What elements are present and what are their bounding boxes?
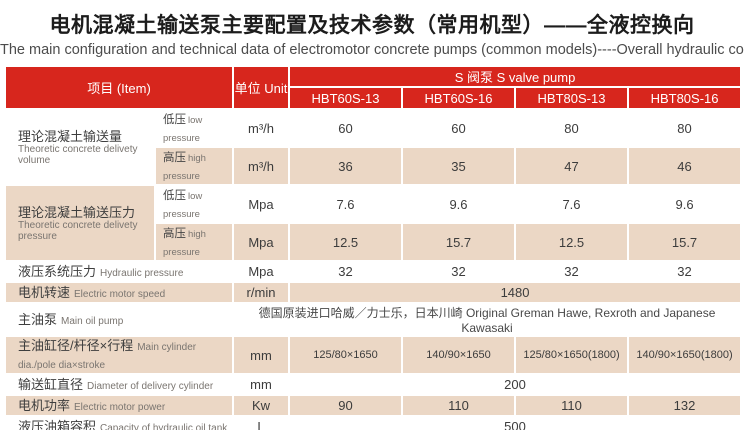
unit-cell: Mpa xyxy=(232,184,290,224)
item-cell-hydraulic-pressure: 液压系统压力 Hydraulic pressure xyxy=(4,260,234,283)
header-model-hbt80s-16: HBT80S-16 xyxy=(626,86,743,110)
value-cell: 7.6 xyxy=(514,184,629,224)
value-cell: 32 xyxy=(514,260,629,283)
value-cell: 140/90×1650(1800) xyxy=(626,335,743,375)
unit-cell: L xyxy=(232,415,290,430)
value-cell-merged: 500 xyxy=(287,415,743,430)
sub-cell-low-pressure: 低压 low pressure xyxy=(154,184,234,224)
header-model-hbt60s-16: HBT60S-16 xyxy=(401,86,516,110)
table-row: 液压系统压力 Hydraulic pressure Mpa 32 32 32 32 xyxy=(4,260,743,283)
item-cell-main-oil-pump: 主油泵 Main oil pump xyxy=(4,302,234,337)
sub-cell-high-pressure: 高压 high pressure xyxy=(154,222,234,262)
value-cell: 7.6 xyxy=(288,184,403,224)
table-row: 高压 high pressure Mpa 12.5 15.7 12.5 15.7 xyxy=(5,222,743,262)
value-cell: 32 xyxy=(626,260,743,283)
value-cell: 80 xyxy=(626,108,743,148)
unit-cell: mm xyxy=(232,335,290,375)
item-cell-main-cylinder: 主油缸径/杆径×行程 Main cylinder dia./pole dia×st… xyxy=(4,335,234,375)
unit-cell: r/min xyxy=(232,281,290,304)
value-cell: 32 xyxy=(401,260,516,283)
unit-cell: Mpa xyxy=(232,260,290,283)
value-cell: 12.5 xyxy=(288,222,403,262)
value-cell: 60 xyxy=(401,108,516,148)
value-cell: 125/80×1650(1800) xyxy=(514,335,629,375)
table-row: 电机功率 Electric motor power Kw 90 110 110 1… xyxy=(4,394,743,417)
unit-cell: Mpa xyxy=(232,222,290,262)
page-subtitle: The main configuration and technical dat… xyxy=(0,42,744,58)
table-row: 液压油箱容积 Capacity of hydraulic oil tank L 5… xyxy=(4,415,743,430)
value-cell: 9.6 xyxy=(626,184,743,224)
header-item: 项目 (Item) xyxy=(4,65,234,110)
value-cell: 36 xyxy=(288,146,403,186)
table-row: 电机转速 Electric motor speed r/min 1480 xyxy=(4,281,743,304)
value-cell-merged: 德国原装进口哈威／力士乐，日本川崎 Original Greman Hawe, … xyxy=(231,302,743,337)
value-cell: 9.6 xyxy=(401,184,516,224)
page-title: 电机混凝土输送泵主要配置及技术参数（常用机型）——全液控换向 xyxy=(49,14,695,37)
value-cell: 15.7 xyxy=(626,222,743,262)
unit-cell: m³/h xyxy=(232,108,290,148)
table-row: 理论混凝土输送压力 Theoretic concrete delivety pr… xyxy=(4,184,743,262)
sub-cell-high-pressure: 高压 high pressure xyxy=(154,146,234,186)
value-cell: 46 xyxy=(626,146,743,186)
value-cell: 47 xyxy=(514,146,629,186)
table-row: 理论混凝土输送量 Theoretic concrete delivety vol… xyxy=(4,108,743,186)
header-model-hbt60s-13: HBT60S-13 xyxy=(288,86,403,110)
spec-table: 项目 (Item) 单位 Unit S 阀泵 S valve pump HBT6… xyxy=(4,65,743,430)
value-cell: 110 xyxy=(401,394,516,417)
value-cell-merged: 1480 xyxy=(287,281,743,304)
table-row: 主油缸径/杆径×行程 Main cylinder dia./pole dia×st… xyxy=(4,335,743,375)
value-cell: 110 xyxy=(514,394,629,417)
value-cell: 140/90×1650 xyxy=(401,335,516,375)
item-cell-delivery-pressure: 理论混凝土输送压力 Theoretic concrete delivety pr… xyxy=(4,184,156,262)
item-cell-delivery-volume: 理论混凝土输送量 Theoretic concrete delivety vol… xyxy=(4,108,156,186)
value-cell: 35 xyxy=(401,146,516,186)
header-model-hbt80s-13: HBT80S-13 xyxy=(514,86,629,110)
unit-cell: mm xyxy=(232,373,290,396)
item-cell-motor-speed: 电机转速 Electric motor speed xyxy=(4,281,234,304)
value-cell: 60 xyxy=(288,108,403,148)
unit-cell: Kw xyxy=(232,394,290,417)
header-unit: 单位 Unit xyxy=(232,65,290,110)
value-cell: 80 xyxy=(514,108,629,148)
table-row: 高压 high pressure m³/h 36 35 47 46 xyxy=(5,146,743,186)
item-cell-motor-power: 电机功率 Electric motor power xyxy=(4,394,234,417)
table-row: 主油泵 Main oil pump 德国原装进口哈威／力士乐，日本川崎 Origi… xyxy=(4,302,743,337)
value-cell: 32 xyxy=(288,260,403,283)
value-cell: 132 xyxy=(626,394,743,417)
table-row: 输送缸直径 Diameter of delivery cylinder mm 20… xyxy=(4,373,743,396)
header-group-s-valve-pump: S 阀泵 S valve pump xyxy=(287,65,743,88)
value-cell-merged: 200 xyxy=(287,373,743,396)
item-cell-oil-tank-capacity: 液压油箱容积 Capacity of hydraulic oil tank xyxy=(4,415,234,430)
value-cell: 12.5 xyxy=(514,222,629,262)
value-cell: 15.7 xyxy=(401,222,516,262)
item-cell-delivery-cylinder-diameter: 输送缸直径 Diameter of delivery cylinder xyxy=(4,373,234,396)
unit-cell: m³/h xyxy=(232,146,290,186)
value-cell: 125/80×1650 xyxy=(288,335,403,375)
sub-cell-low-pressure: 低压 low pressure xyxy=(154,108,234,148)
value-cell: 90 xyxy=(288,394,403,417)
